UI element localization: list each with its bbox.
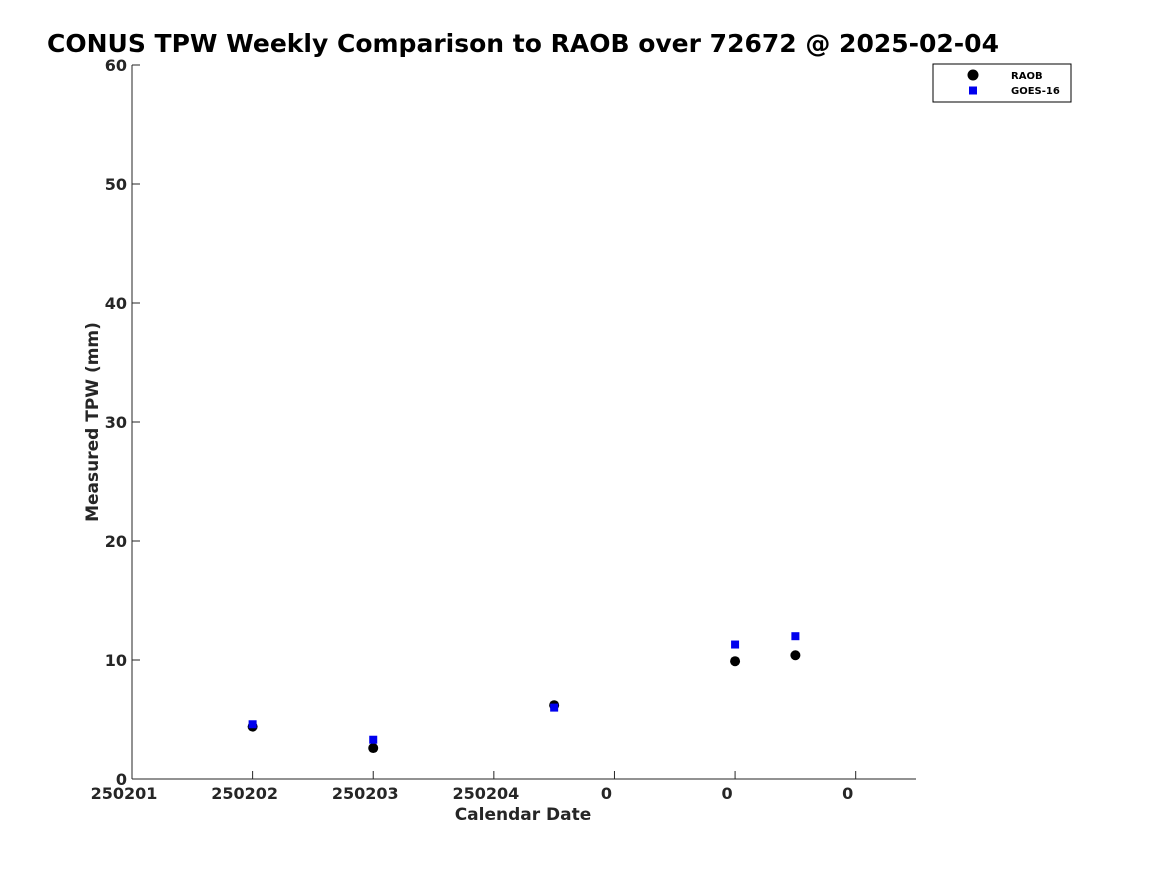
x-tick-label: 0 [842,784,853,803]
y-tick-label: 0 [116,770,127,789]
y-tick-label: 60 [105,56,127,75]
x-tick-label: 250201 [91,784,158,803]
x-axis-label: Calendar Date [455,805,592,825]
y-tick-label: 40 [105,294,127,313]
data-point-square [248,720,257,729]
y-tick-label: 50 [105,175,127,194]
x-tick-label: 0 [601,784,612,803]
y-axis-ticks: 0 10 20 30 40 50 60 [105,56,140,789]
x-tick-label: 0 [722,784,733,803]
legend-box [932,63,1072,103]
series-goes-16 [248,632,800,744]
legend-label-raob: RAOB [1011,71,1043,82]
y-tick-label: 20 [105,532,127,551]
y-axis-label: Measured TPW (mm) [83,322,103,522]
data-point-square [791,632,800,641]
data-point-circle [368,743,379,754]
legend: RAOB GOES-16 [932,63,1072,103]
chart-title: CONUS TPW Weekly Comparison to RAOB over… [47,29,999,58]
data-series [247,632,801,754]
x-tick-label: 250202 [211,784,278,803]
legend-marker-goes16 [969,86,977,95]
x-tick-label: 250204 [452,784,519,803]
legend-label-goes16: GOES-16 [1011,86,1060,97]
y-tick-label: 10 [105,651,127,670]
x-axis-ticks: 250201 250202 250203 250204 0 0 0 [91,771,857,803]
data-point-square [369,735,378,744]
data-point-circle [790,650,801,661]
series-raob [247,650,801,754]
y-tick-label: 30 [105,413,127,432]
data-point-square [731,640,740,649]
legend-marker-raob [967,69,979,81]
x-tick-label: 250203 [332,784,399,803]
data-point-circle [730,656,741,667]
data-point-square [550,703,559,712]
